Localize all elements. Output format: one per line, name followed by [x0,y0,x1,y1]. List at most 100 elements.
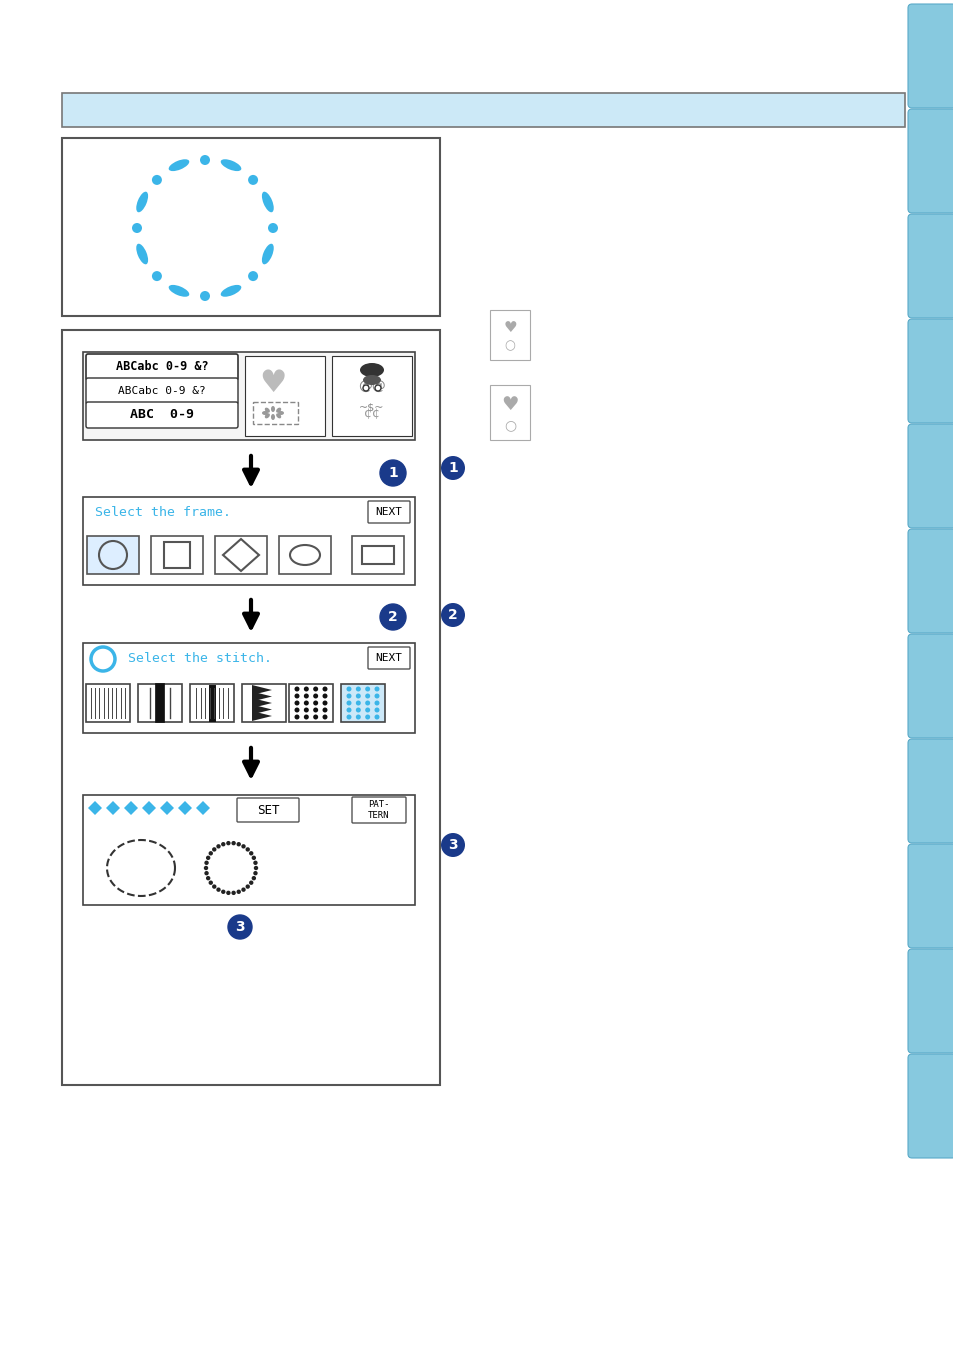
Circle shape [379,460,406,486]
Text: ○: ○ [504,340,515,352]
Ellipse shape [277,411,284,415]
Bar [164,542,190,568]
Polygon shape [88,801,102,815]
Circle shape [249,881,253,885]
Circle shape [322,693,327,699]
Ellipse shape [136,192,148,212]
Circle shape [241,888,246,892]
Circle shape [346,700,351,706]
Circle shape [440,832,464,857]
Circle shape [253,866,258,870]
FancyBboxPatch shape [907,318,953,424]
Circle shape [236,889,241,894]
Ellipse shape [200,155,210,165]
FancyBboxPatch shape [86,353,237,380]
Text: 2: 2 [388,610,397,625]
Circle shape [204,866,208,870]
Circle shape [365,687,370,692]
Circle shape [212,847,216,851]
Bar [138,684,182,722]
Circle shape [294,707,299,712]
Text: 2: 2 [448,608,457,622]
Circle shape [303,693,309,699]
Circle shape [253,861,257,865]
Polygon shape [106,801,120,815]
Circle shape [322,700,327,706]
Ellipse shape [363,375,380,384]
Circle shape [204,861,209,865]
Circle shape [375,707,379,712]
Circle shape [313,693,318,699]
Ellipse shape [220,159,241,171]
Circle shape [221,842,225,846]
Text: PAT-
TERN: PAT- TERN [368,800,390,820]
FancyBboxPatch shape [368,648,410,669]
Circle shape [322,707,327,712]
Circle shape [346,693,351,699]
Ellipse shape [248,271,258,281]
Ellipse shape [359,363,384,376]
Text: 3: 3 [235,920,245,934]
Bar [352,536,403,575]
Ellipse shape [265,413,270,418]
Circle shape [209,851,213,855]
Text: ¢¢: ¢¢ [364,407,379,421]
FancyBboxPatch shape [236,799,298,822]
Text: ♥: ♥ [502,321,517,336]
Circle shape [346,687,351,692]
Circle shape [313,687,318,692]
Circle shape [226,840,231,846]
Ellipse shape [262,192,274,212]
Circle shape [375,384,380,391]
Ellipse shape [271,406,274,411]
Circle shape [440,603,464,627]
Bar [289,684,333,722]
FancyBboxPatch shape [907,4,953,108]
Circle shape [363,384,369,391]
FancyBboxPatch shape [352,797,406,823]
Bar [278,536,331,575]
Circle shape [322,715,327,719]
Circle shape [365,707,370,712]
Circle shape [236,842,241,846]
Circle shape [375,687,379,692]
Text: 1: 1 [388,465,397,480]
Text: Select the stitch.: Select the stitch. [128,653,272,665]
Ellipse shape [200,291,210,301]
Bar [253,402,297,424]
Ellipse shape [152,271,162,281]
Bar [340,684,385,722]
Circle shape [365,700,370,706]
Circle shape [206,876,211,881]
Polygon shape [252,685,272,695]
Bar [190,684,233,722]
Circle shape [99,541,127,569]
Bar [245,356,325,436]
Circle shape [440,456,464,480]
Text: ♥: ♥ [259,370,287,398]
FancyBboxPatch shape [907,1054,953,1157]
Ellipse shape [152,175,162,185]
Polygon shape [252,704,272,715]
Circle shape [226,890,231,896]
FancyBboxPatch shape [907,948,953,1054]
Text: ABCabc 0-9 &?: ABCabc 0-9 &? [118,386,206,397]
Circle shape [294,693,299,699]
Ellipse shape [268,223,277,233]
FancyBboxPatch shape [907,214,953,318]
Circle shape [91,648,115,670]
Ellipse shape [132,223,142,233]
FancyBboxPatch shape [86,402,237,428]
Text: ♥: ♥ [500,395,518,414]
Bar [332,356,412,436]
Ellipse shape [220,285,241,297]
Ellipse shape [275,407,281,413]
Polygon shape [195,801,210,815]
Ellipse shape [262,244,274,264]
Circle shape [221,889,225,894]
Bar [62,138,439,316]
Circle shape [355,687,360,692]
Polygon shape [142,801,156,815]
Circle shape [245,885,250,889]
Circle shape [375,693,379,699]
